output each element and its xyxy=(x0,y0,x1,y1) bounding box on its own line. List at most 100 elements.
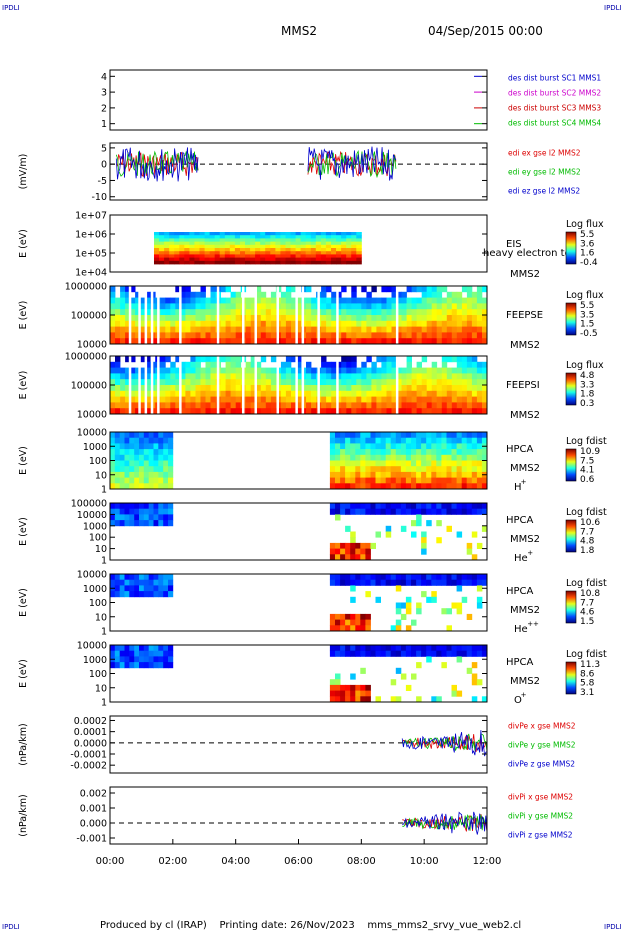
heatmap-cell xyxy=(366,338,372,345)
heatmap-cell xyxy=(245,235,251,239)
heatmap-cell xyxy=(370,574,376,581)
heatmap-cell xyxy=(361,286,367,293)
heatmap-cell xyxy=(164,260,170,265)
heatmap-cell xyxy=(355,554,361,561)
heatmap-cell xyxy=(340,696,346,703)
heatmap-cell xyxy=(189,235,195,239)
heatmap-cell xyxy=(329,613,336,620)
heatmap-cell xyxy=(160,361,166,368)
heatmap-cell xyxy=(325,251,332,255)
heatmap-cell xyxy=(391,309,397,316)
heatmap-cell xyxy=(431,303,438,310)
heatmap-cell xyxy=(456,650,463,657)
heatmap-cell xyxy=(461,503,468,510)
heatmap-cell xyxy=(436,390,443,397)
heatmap-cell xyxy=(240,241,246,246)
heatmap-cell xyxy=(355,454,361,461)
heatmap-cell xyxy=(376,373,382,380)
heatmap-cell xyxy=(351,320,357,327)
heatmap-cell xyxy=(381,373,387,380)
heatmap-cell xyxy=(411,449,417,456)
heatmap-cell xyxy=(250,235,256,239)
heatmap-cell xyxy=(195,309,201,316)
series-line xyxy=(115,147,199,182)
heatmap-cell xyxy=(326,286,332,293)
heatmap-cell xyxy=(476,361,483,368)
heatmap-cell xyxy=(446,579,452,586)
heatmap-cell xyxy=(411,385,417,392)
heatmap-cell xyxy=(461,574,468,581)
heatmap-cell xyxy=(139,471,145,478)
heatmap-cell xyxy=(139,514,145,521)
species-label: O xyxy=(514,695,522,706)
heatmap-cell xyxy=(365,650,371,657)
heatmap-cell xyxy=(451,508,457,515)
heatmap-cell xyxy=(441,338,448,345)
heatmap-cell xyxy=(351,373,357,380)
heatmap-cell xyxy=(355,437,361,444)
heatmap-cell xyxy=(114,585,120,592)
heatmap-cell xyxy=(341,356,347,363)
heatmap-cell xyxy=(370,471,376,478)
heatmap-cell xyxy=(329,443,336,450)
heatmap-cell xyxy=(346,338,352,345)
heatmap-cell xyxy=(205,309,211,316)
heatmap-cell xyxy=(190,326,196,333)
heatmap-cell xyxy=(466,471,473,478)
heatmap-cell xyxy=(255,286,262,293)
heatmap-cell xyxy=(168,443,174,450)
heatmap-cell xyxy=(168,574,174,581)
heatmap-cell xyxy=(210,286,216,293)
heatmap-cell xyxy=(285,297,292,304)
heatmap-cell xyxy=(405,684,412,691)
heatmap-cell xyxy=(365,645,371,652)
heatmap-cell xyxy=(350,548,356,555)
heatmap-cell xyxy=(300,260,307,265)
heatmap-cell xyxy=(341,238,347,242)
heatmap-cell xyxy=(336,379,342,386)
heatmap-cell xyxy=(426,379,433,386)
heatmap-cell xyxy=(401,385,407,392)
y-tick-label: 1000 xyxy=(83,655,107,666)
heatmap-cell xyxy=(174,248,180,252)
heatmap-cell xyxy=(234,257,241,262)
heatmap-cell xyxy=(160,379,166,386)
heatmap-cell xyxy=(315,257,322,262)
heatmap-cell xyxy=(411,503,417,510)
heatmap-cell xyxy=(130,390,136,397)
heatmap-cell xyxy=(436,402,443,409)
heatmap-cell xyxy=(431,367,438,374)
heatmap-cell xyxy=(396,338,402,345)
heatmap-cell xyxy=(375,454,381,461)
heatmap-cell xyxy=(346,315,352,322)
heatmap-cell xyxy=(321,286,327,293)
colorbar-title: Log fdist xyxy=(566,436,607,447)
heatmap-cell xyxy=(175,408,181,415)
heatmap-cell xyxy=(140,338,146,345)
heatmap-cell xyxy=(431,437,437,444)
heatmap-cell xyxy=(165,396,171,403)
heatmap-cell xyxy=(482,338,488,345)
heatmap-cell xyxy=(270,332,277,339)
heatmap-cell xyxy=(110,645,116,652)
heatmap-cell xyxy=(375,531,381,538)
colorbar xyxy=(565,590,577,624)
legend-entry: divPe y gse MMS2 xyxy=(508,741,576,750)
heatmap-cell xyxy=(350,696,356,703)
heatmap-cell xyxy=(346,244,352,249)
heatmap-cell xyxy=(224,235,231,239)
heatmap-cell xyxy=(160,408,166,415)
heatmap-cell xyxy=(310,238,317,242)
heatmap-cell xyxy=(360,483,366,490)
heatmap-cell xyxy=(174,235,180,239)
heatmap-cell xyxy=(285,232,291,236)
heatmap-cell xyxy=(325,257,332,262)
heatmap-cell xyxy=(376,315,382,322)
heatmap-cell xyxy=(160,396,166,403)
heatmap-cell xyxy=(185,373,191,380)
heatmap-cell xyxy=(235,326,242,333)
heatmap-cell xyxy=(380,471,387,478)
heatmap-cell xyxy=(159,238,165,242)
y-tick-label: 10000 xyxy=(77,428,107,439)
heatmap-cell xyxy=(340,542,346,549)
